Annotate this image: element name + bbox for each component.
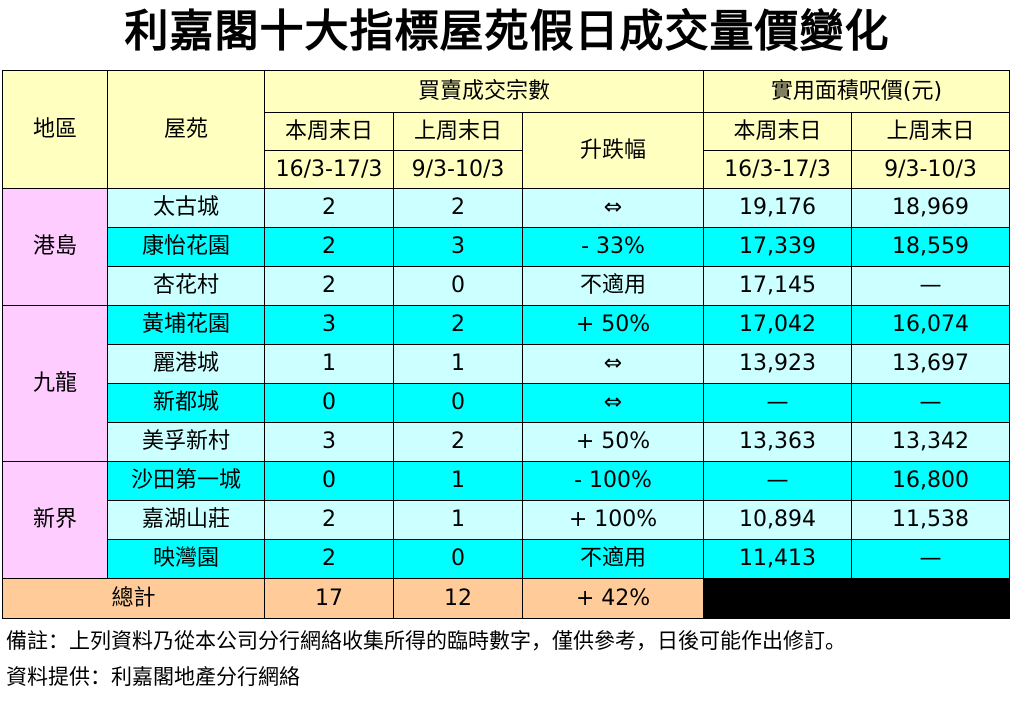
header-price-this-weekend-dates: 16/3-17/3	[703, 150, 852, 189]
price-this-weekend: 17,042	[703, 305, 852, 345]
price-last-weekend: 18,559	[851, 227, 1010, 267]
price-last-weekend: 13,342	[851, 422, 1010, 462]
transactions-this-weekend: 0	[264, 383, 394, 423]
table-row: 新都城 0 0 ⇔ — —	[3, 383, 1010, 423]
header-this-weekend: 本周末日	[264, 112, 394, 151]
estate-name: 沙田第一城	[107, 461, 265, 501]
header-transactions: 買賣成交宗數	[264, 70, 704, 113]
transactions-last-weekend: 0	[393, 383, 523, 423]
price-this-weekend: 13,923	[703, 344, 852, 384]
region-kowloon: 九龍	[2, 305, 108, 462]
transactions-last-weekend: 0	[393, 266, 523, 306]
estate-name: 新都城	[107, 383, 265, 423]
price-last-weekend: 11,538	[851, 500, 1010, 540]
source-note: 資料提供：利嘉閣地產分行網絡	[6, 665, 300, 689]
price-last-weekend: 16,074	[851, 305, 1010, 345]
transactions-this-weekend: 2	[264, 188, 394, 228]
price-last-weekend: 16,800	[851, 461, 1010, 501]
estate-name: 麗港城	[107, 344, 265, 384]
table-row: 麗港城 1 1 ⇔ 13,923 13,697	[3, 344, 1010, 384]
transactions-last-weekend: 0	[393, 539, 523, 579]
header-estate: 屋苑	[107, 70, 265, 189]
remark-note: 備註：上列資料乃從本公司分行網絡收集所得的臨時數字，僅供參考，日後可能作出修訂。	[6, 629, 846, 653]
total-label: 總計	[2, 578, 265, 619]
table-row: 美孚新村 3 2 + 50% 13,363 13,342	[3, 422, 1010, 462]
change-value: + 100%	[522, 500, 704, 540]
table-row: 杏花村 2 0 不適用 17,145 —	[3, 266, 1010, 306]
estate-name: 美孚新村	[107, 422, 265, 462]
change-value: ⇔	[522, 383, 704, 423]
change-value: 不適用	[522, 539, 704, 579]
price-last-weekend: —	[851, 383, 1010, 423]
transactions-last-weekend: 2	[393, 305, 523, 345]
transactions-this-weekend: 3	[264, 305, 394, 345]
total-row: 總計 17 12 + 42%	[2, 578, 1010, 619]
price-this-weekend: 17,145	[703, 266, 852, 306]
header-last-weekend-dates: 9/3-10/3	[393, 150, 523, 189]
transaction-table: 地區 屋苑 買賣成交宗數 實用面積呎價(元) 本周末日 上周末日 升跌幅 本周末…	[2, 70, 1010, 619]
transactions-this-weekend: 0	[264, 461, 394, 501]
price-this-weekend: 13,363	[703, 422, 852, 462]
estate-name: 映灣園	[107, 539, 265, 579]
price-this-weekend: 10,894	[703, 500, 852, 540]
table-row: 映灣園 2 0 不適用 11,413 —	[3, 539, 1010, 579]
price-last-weekend: 13,697	[851, 344, 1010, 384]
price-this-weekend: 11,413	[703, 539, 852, 579]
estate-name: 太古城	[107, 188, 265, 228]
price-last-weekend: —	[851, 539, 1010, 579]
change-value: ⇔	[522, 188, 704, 228]
price-last-weekend: 18,969	[851, 188, 1010, 228]
header-last-weekend: 上周末日	[393, 112, 523, 151]
header-price-this-weekend: 本周末日	[703, 112, 852, 151]
table-row: 港島 太古城 2 2 ⇔ 19,176 18,969	[2, 188, 1010, 306]
price-this-weekend: —	[703, 461, 852, 501]
transactions-this-weekend: 2	[264, 266, 394, 306]
region-new-territories: 新界	[2, 461, 108, 579]
change-value: ⇔	[522, 344, 704, 384]
header-price-last-weekend-dates: 9/3-10/3	[851, 150, 1010, 189]
estate-name: 黃埔花園	[107, 305, 265, 345]
change-value: + 50%	[522, 422, 704, 462]
change-value: - 33%	[522, 227, 704, 267]
price-this-weekend: 19,176	[703, 188, 852, 228]
transactions-last-weekend: 1	[393, 500, 523, 540]
transactions-this-weekend: 1	[264, 344, 394, 384]
change-value: + 50%	[522, 305, 704, 345]
estate-name: 康怡花園	[107, 227, 265, 267]
table-row: 康怡花園 2 3 - 33% 17,339 18,559	[3, 227, 1010, 267]
transactions-this-weekend: 3	[264, 422, 394, 462]
transactions-this-weekend: 2	[264, 539, 394, 579]
change-value: 不適用	[522, 266, 704, 306]
header-this-weekend-dates: 16/3-17/3	[264, 150, 394, 189]
change-value: - 100%	[522, 461, 704, 501]
total-price-blank	[703, 578, 1010, 619]
transactions-this-weekend: 2	[264, 227, 394, 267]
transactions-last-weekend: 1	[393, 344, 523, 384]
price-this-weekend: 17,339	[703, 227, 852, 267]
transactions-last-weekend: 3	[393, 227, 523, 267]
price-last-weekend: —	[851, 266, 1010, 306]
price-this-weekend: —	[703, 383, 852, 423]
transactions-last-weekend: 2	[393, 422, 523, 462]
transactions-last-weekend: 2	[393, 188, 523, 228]
total-this-weekend: 17	[264, 578, 394, 619]
header-district: 地區	[2, 70, 108, 189]
total-change: + 42%	[522, 578, 704, 619]
table-row: 嘉湖山莊 2 1 + 100% 10,894 11,538	[3, 500, 1010, 540]
transactions-last-weekend: 1	[393, 461, 523, 501]
transactions-this-weekend: 2	[264, 500, 394, 540]
header-change: 升跌幅	[522, 112, 704, 189]
region-hong-kong-island: 港島	[2, 188, 108, 306]
table-row: 九龍 黃埔花園 3 2 + 50% 17,042 16,074	[2, 305, 1010, 462]
table-row: 新界 沙田第一城 0 1 - 100% — 16,800	[2, 461, 1010, 579]
estate-name: 杏花村	[107, 266, 265, 306]
page-title: 利嘉閣十大指標屋苑假日成交量價變化	[124, 6, 890, 57]
header-price: 實用面積呎價(元)	[703, 70, 1010, 113]
total-last-weekend: 12	[393, 578, 523, 619]
header-price-last-weekend: 上周末日	[851, 112, 1010, 151]
estate-name: 嘉湖山莊	[107, 500, 265, 540]
